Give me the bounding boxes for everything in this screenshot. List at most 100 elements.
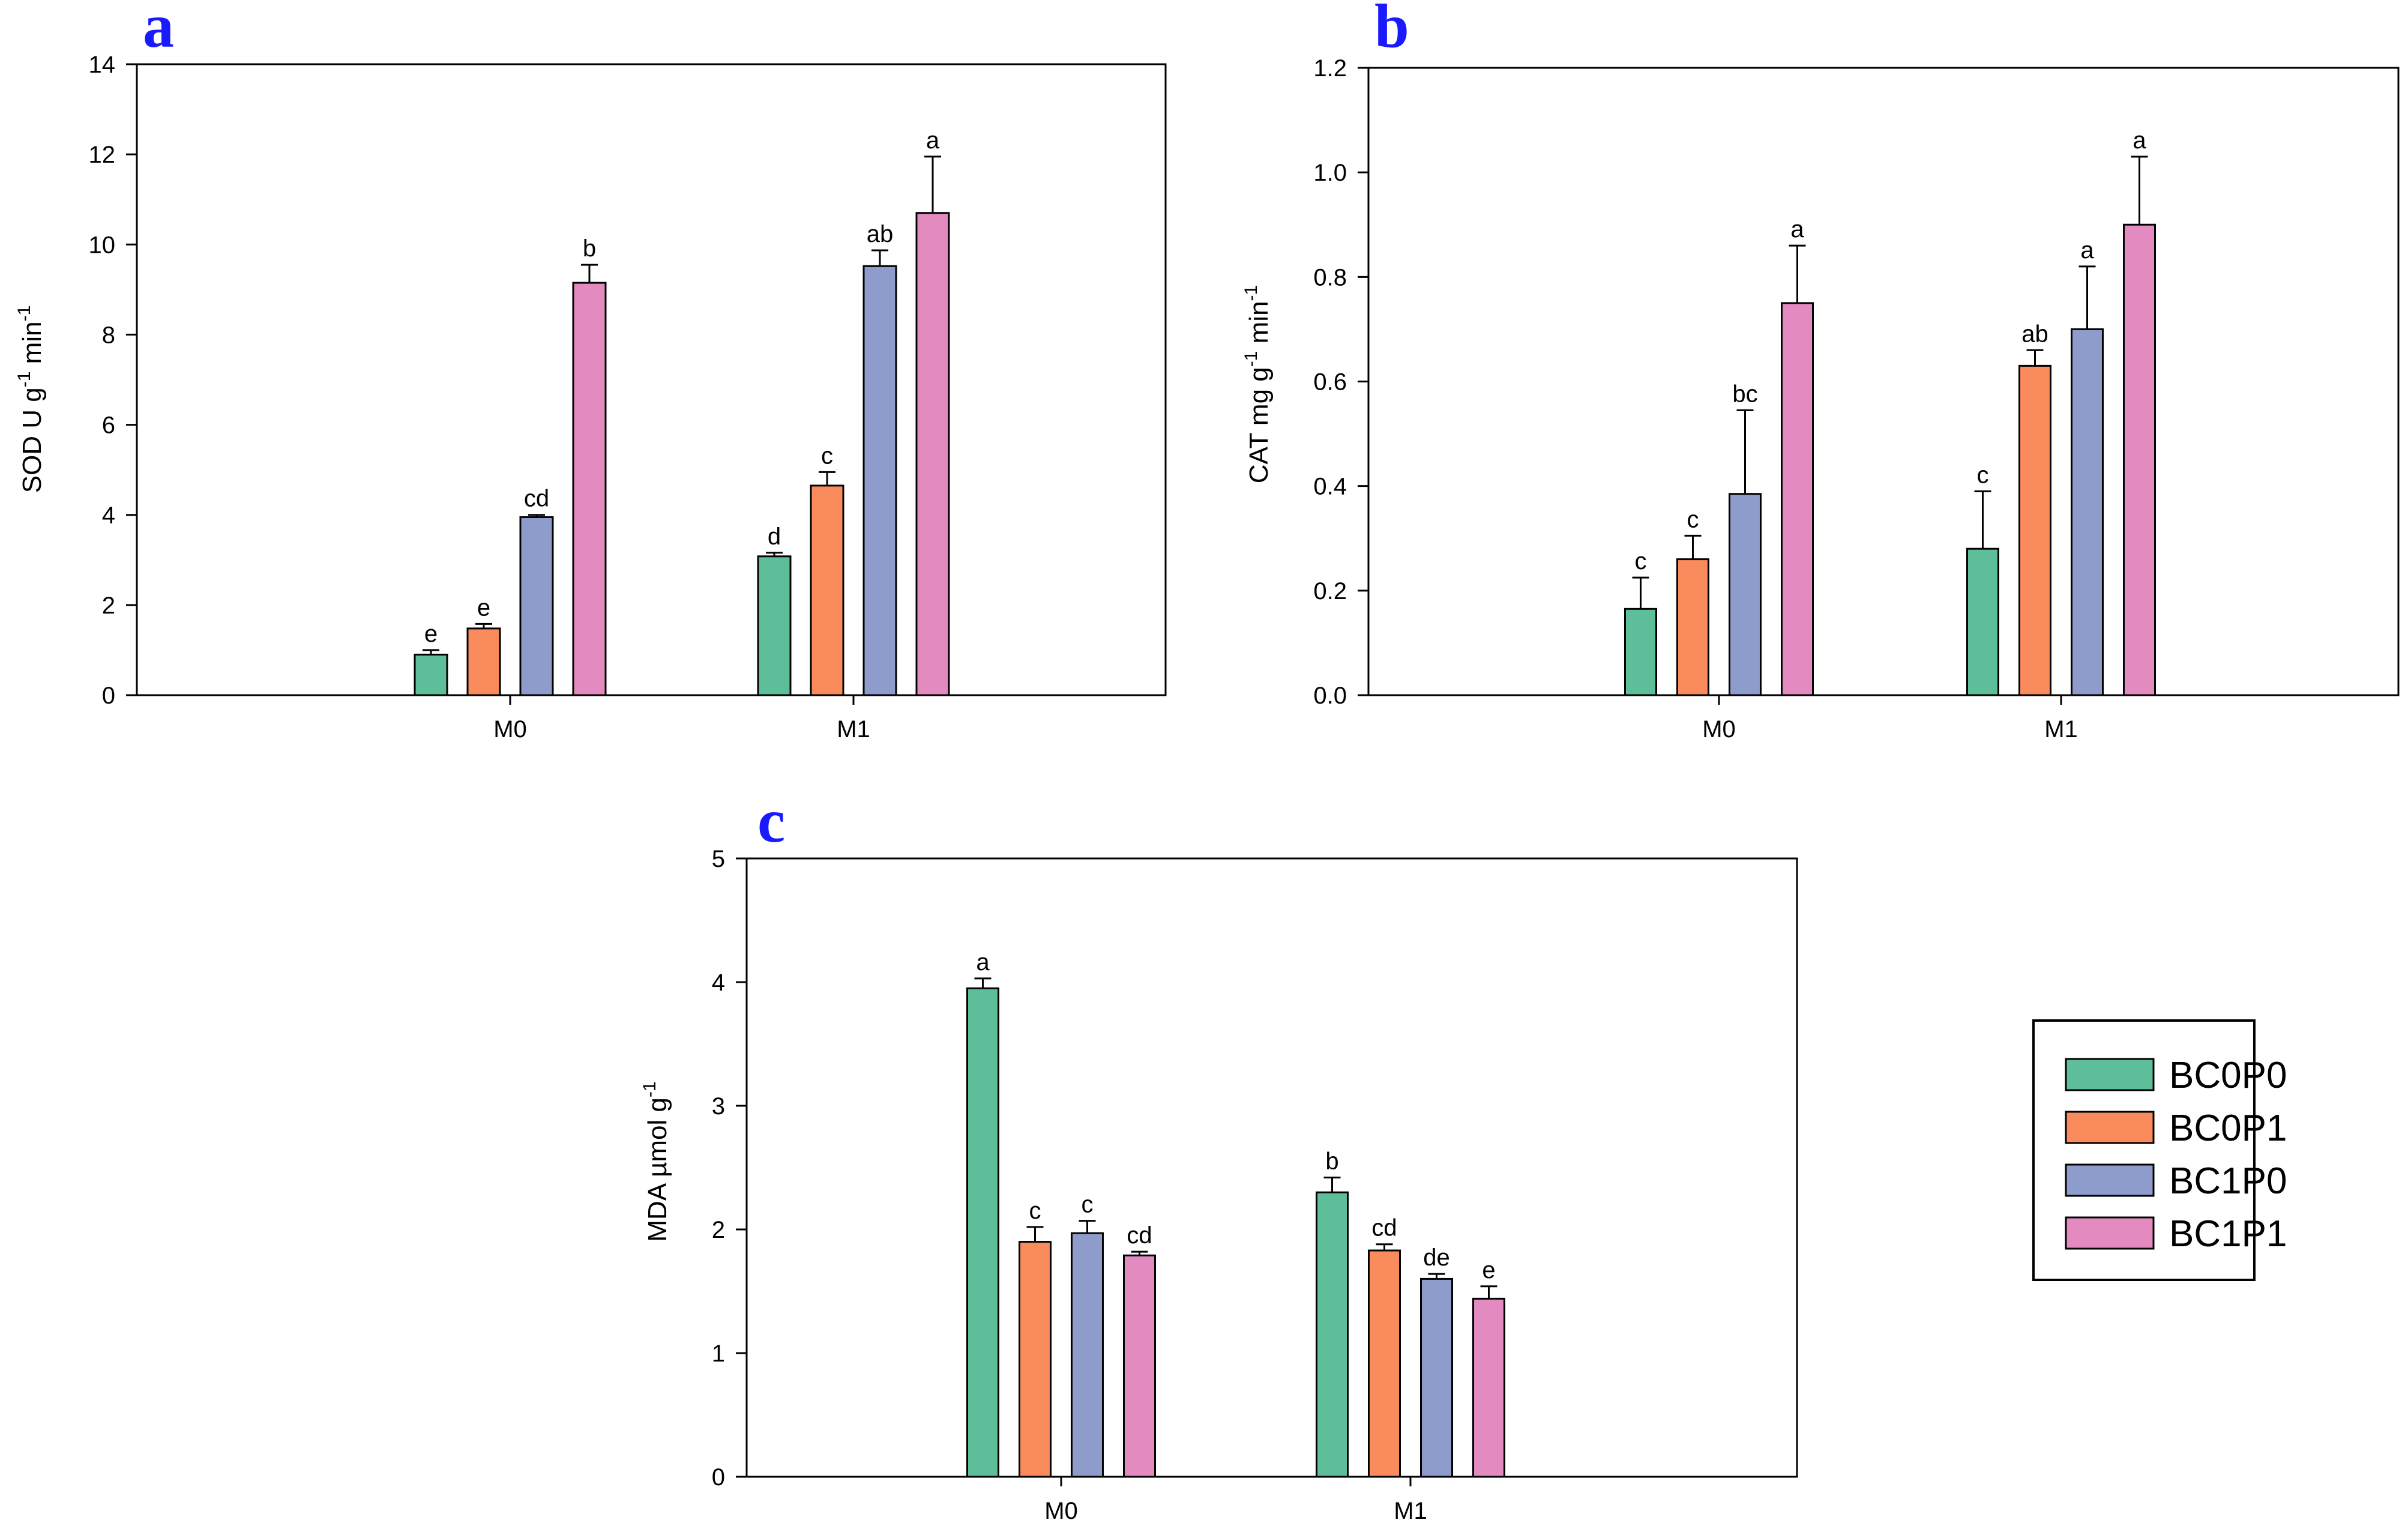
y-tick-label: 0.0 (1313, 683, 1347, 709)
bar (1966, 547, 1999, 696)
significance-letter: b (583, 235, 596, 262)
significance-letter: c (821, 442, 833, 469)
significance-letter: cd (524, 486, 549, 512)
x-tick-label: M0 (1044, 1498, 1078, 1524)
bar (2018, 364, 2051, 696)
legend-entry: BC0P1 (2065, 1108, 2287, 1149)
y-tick-label: 14 (89, 52, 116, 78)
y-axis-label: CAT mg g-1 min-1 (1241, 285, 1274, 483)
significance-letter: cd (1127, 1222, 1152, 1249)
significance-letter: c (1029, 1198, 1041, 1224)
significance-letter: e (477, 594, 490, 621)
y-tick-label: 8 (102, 322, 115, 348)
bar (1624, 608, 1657, 696)
y-axis-label: MDA µmol g-1 (640, 1081, 672, 1241)
y-tick-label: 4 (102, 502, 115, 529)
legend-swatch (2065, 1058, 2155, 1091)
bar (966, 987, 999, 1478)
y-tick-label: 0.4 (1313, 474, 1347, 500)
y-tick-label: 2 (102, 593, 115, 619)
panel-b: b CAT mg g-1 min-1 0.0 0.2 0.4 0.6 0.8 1.0 1.2… (1241, 0, 2400, 743)
y-tick-label: 0.6 (1313, 369, 1347, 396)
significance-letter: a (2133, 127, 2146, 154)
legend-swatch (2065, 1111, 2155, 1144)
x-tick-label: M0 (1702, 716, 1736, 743)
panel-letter-c: c (757, 786, 785, 855)
bar (1368, 1249, 1401, 1478)
bar (1071, 1232, 1104, 1478)
y-tick-label: 5 (712, 846, 725, 872)
y-tick-label: 0.2 (1313, 578, 1347, 605)
panel-letter-b: b (1374, 0, 1409, 61)
plot-frame (745, 857, 1798, 1478)
y-tick-label: 12 (89, 142, 116, 168)
bar (466, 627, 501, 696)
x-tick-label: M1 (2044, 716, 2078, 743)
plot-frame (136, 63, 1167, 696)
legend-entry: BC0P0 (2065, 1055, 2287, 1096)
significance-letter: c (1977, 462, 1989, 488)
bar (915, 212, 950, 696)
legend-label: BC1P0 (2169, 1160, 2287, 1202)
plot-area: 0.0 0.2 0.4 0.6 0.8 1.0 1.2 M0 M1 c c c ab bc a a a (1313, 55, 2400, 743)
significance-letter: a (1790, 216, 1804, 243)
y-tick-label: 4 (712, 970, 725, 996)
bar (1316, 1191, 1349, 1478)
significance-letter: de (1423, 1244, 1450, 1271)
significance-letter: ab (867, 221, 894, 247)
y-tick-label: 1.0 (1313, 160, 1347, 186)
panel-a: a SOD U g-1 min-1 0 2 4 6 8 10 12 14 M0 M1 e d e c cd a… (14, 0, 1167, 743)
significance-letter: d (768, 523, 781, 550)
y-tick-label: 1.2 (1313, 55, 1347, 82)
y-tick-label: 0 (102, 683, 115, 709)
bar (2123, 223, 2156, 696)
bar (519, 516, 554, 696)
plot-frame (1367, 67, 2400, 696)
y-tick-label: 6 (102, 412, 115, 439)
legend-label: BC1P1 (2169, 1213, 2287, 1255)
x-tick-label: M0 (493, 716, 527, 743)
significance-letter: cd (1371, 1215, 1397, 1241)
bar (414, 653, 448, 696)
bar (1019, 1241, 1052, 1478)
bar (1781, 302, 1814, 696)
panel-letter-a: a (143, 0, 174, 61)
legend-swatch (2065, 1163, 2155, 1197)
y-tick-label: 2 (712, 1217, 725, 1243)
bar (810, 484, 844, 696)
legend-swatch (2065, 1216, 2155, 1250)
bar (1472, 1297, 1505, 1478)
legend-entry: BC1P1 (2065, 1213, 2287, 1255)
y-tick-label: 0 (712, 1464, 725, 1491)
bar (757, 555, 792, 696)
legend-label: BC0P0 (2169, 1055, 2287, 1096)
plot-area: 0 2 4 6 8 10 12 14 M0 M1 e d e c cd ab b a (89, 52, 1167, 743)
bar (1420, 1277, 1453, 1478)
legend-label: BC0P1 (2169, 1108, 2287, 1149)
significance-letter: a (2080, 237, 2094, 264)
bar (1729, 493, 1762, 696)
significance-letter: a (976, 949, 990, 976)
x-tick-label: M1 (1394, 1498, 1427, 1524)
significance-letter: c (1687, 506, 1699, 532)
y-axis-label: SOD U g-1 min-1 (14, 306, 47, 493)
significance-letter: ab (2021, 321, 2048, 347)
significance-letter: c (1082, 1192, 1094, 1218)
y-tick-label: 0.8 (1313, 264, 1347, 291)
legend: BC0P0 BC0P1 BC1P0 BC1P1 (2032, 1019, 2287, 1281)
x-tick-label: M1 (837, 716, 870, 743)
significance-letter: bc (1732, 381, 1757, 407)
significance-letter: b (1325, 1148, 1338, 1174)
significance-letter: c (1635, 548, 1647, 575)
bar (2071, 328, 2104, 696)
bar (1676, 558, 1709, 696)
bar (862, 265, 897, 696)
y-tick-label: 1 (712, 1341, 725, 1367)
bar (1123, 1254, 1156, 1478)
y-tick-label: 3 (712, 1093, 725, 1120)
legend-entry: BC1P0 (2065, 1160, 2287, 1202)
